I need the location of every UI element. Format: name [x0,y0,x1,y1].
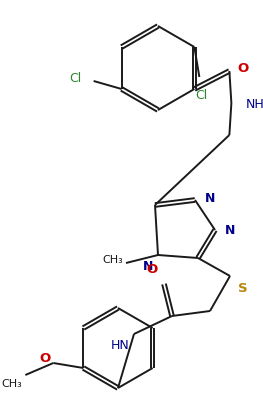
Text: O: O [237,63,249,76]
Text: O: O [39,352,50,365]
Text: S: S [238,282,248,295]
Text: NH: NH [245,99,263,111]
Text: N: N [205,192,215,205]
Text: N: N [225,223,235,236]
Text: CH₃: CH₃ [102,255,123,265]
Text: HN: HN [110,339,129,352]
Text: CH₃: CH₃ [2,379,22,389]
Text: N: N [143,260,153,273]
Text: Cl: Cl [69,71,82,84]
Text: Cl: Cl [195,89,208,102]
Text: O: O [147,263,158,276]
